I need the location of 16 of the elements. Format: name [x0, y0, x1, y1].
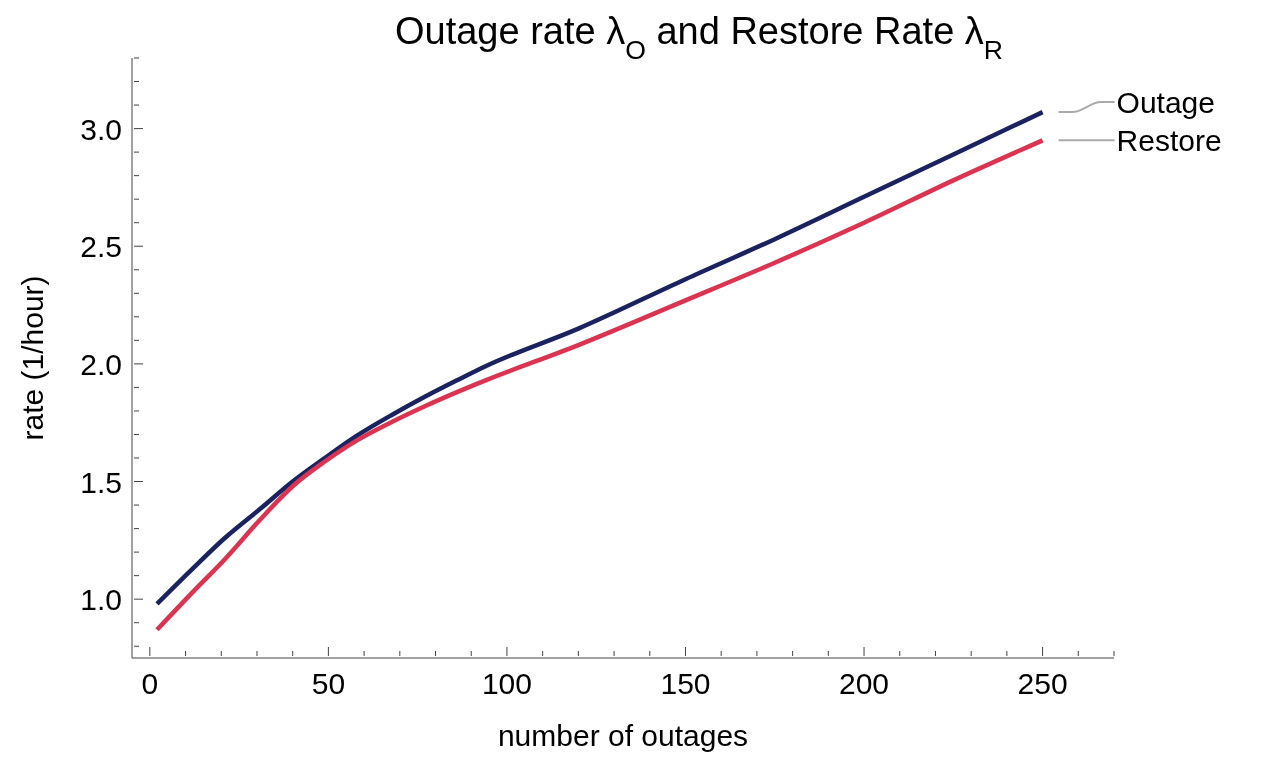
x-tick-label: 150: [660, 667, 711, 700]
text: Outage: [1116, 86, 1215, 120]
y-tick-label: 2.5: [80, 230, 122, 264]
y-tick-label: 1.5: [80, 465, 122, 499]
y-tick-label: 3.0: [80, 112, 122, 146]
chart-title: Outage rate λ$_{O}$ and Restore Rate λ$_{R}$: [394, 10, 1004, 65]
y-tick-label: 1.0: [80, 583, 122, 617]
text: Restore: [1116, 124, 1222, 158]
x-tick-label: 200: [839, 667, 890, 700]
x-axis-title: number of outages: [497, 719, 749, 752]
y-tick-label: 2.0: [80, 347, 122, 381]
x-tick-label: 250: [1017, 667, 1068, 700]
y-axis-title: rate (1/hour): [15, 275, 49, 441]
x-tick-label: 100: [481, 667, 532, 700]
x-tick-label: 50: [311, 667, 346, 700]
x-tick-label: 0: [141, 667, 159, 700]
